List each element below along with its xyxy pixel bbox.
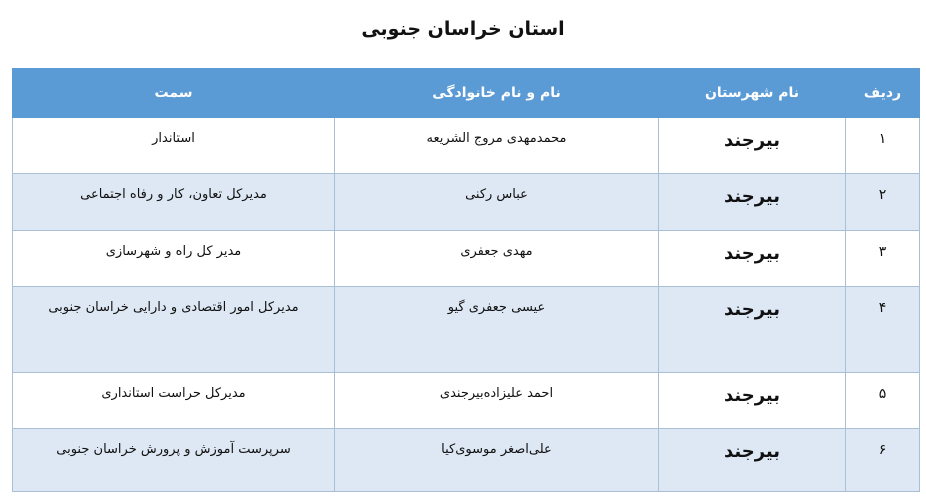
table-row: ۱ بیرجند محمدمهدی مروج الشریعه استاندار: [12, 117, 920, 174]
cell-position: مدیرکل حراست استانداری: [12, 372, 335, 429]
cell-name: عباس رکنی: [334, 173, 659, 231]
cell-city: بیرجند: [658, 372, 846, 429]
cell-city: بیرجند: [658, 230, 846, 287]
cell-city: بیرجند: [658, 173, 846, 231]
cell-index: ۱: [845, 117, 920, 174]
cell-index: ۶: [845, 428, 920, 492]
cell-city: بیرجند: [658, 286, 846, 373]
cell-name: مهدی جعفری: [334, 230, 659, 287]
cell-name: محمدمهدی مروج الشریعه: [334, 117, 659, 174]
table-row: ۳ بیرجند مهدی جعفری مدیر کل راه و شهرسازی: [12, 230, 920, 287]
cell-position: مدیرکل امور اقتصادی و دارایی خراسان جنوب…: [12, 286, 335, 373]
cell-index: ۴: [845, 286, 920, 373]
table-header-row: ردیف نام شهرستان نام و نام خانوادگی سمت: [12, 68, 920, 118]
cell-position: استاندار: [12, 117, 335, 174]
table-row: ۴ بیرجند عیسی جعفری گیو مدیرکل امور اقتصادی…: [12, 286, 920, 373]
cell-position: سرپرست آموزش و پرورش خراسان جنوبی: [12, 428, 335, 492]
cell-name: احمد علیزاده‌بیرجندی: [334, 372, 659, 429]
page-title: استان خراسان جنوبی: [361, 18, 565, 40]
header-city: نام شهرستان: [658, 68, 846, 118]
officials-table: ردیف نام شهرستان نام و نام خانوادگی سمت …: [12, 68, 920, 492]
cell-city: بیرجند: [658, 428, 846, 492]
cell-name: عیسی جعفری گیو: [334, 286, 659, 373]
header-position: سمت: [12, 68, 335, 118]
cell-city: بیرجند: [658, 117, 846, 174]
header-name: نام و نام خانوادگی: [334, 68, 659, 118]
cell-index: ۲: [845, 173, 920, 231]
cell-position: مدیر کل راه و شهرسازی: [12, 230, 335, 287]
cell-index: ۳: [845, 230, 920, 287]
table-row: ۵ بیرجند احمد علیزاده‌بیرجندی مدیرکل حراست …: [12, 372, 920, 429]
cell-name: علی‌اصغر موسوی‌کیا: [334, 428, 659, 492]
table-row: ۲ بیرجند عباس رکنی مدیرکل تعاون، کار و رفاه…: [12, 173, 920, 231]
header-index: ردیف: [845, 68, 920, 118]
cell-position: مدیرکل تعاون، کار و رفاه اجتماعی: [12, 173, 335, 231]
table-row: ۶ بیرجند علی‌اصغر موسوی‌کیا سرپرست آموزش و …: [12, 428, 920, 492]
cell-index: ۵: [845, 372, 920, 429]
